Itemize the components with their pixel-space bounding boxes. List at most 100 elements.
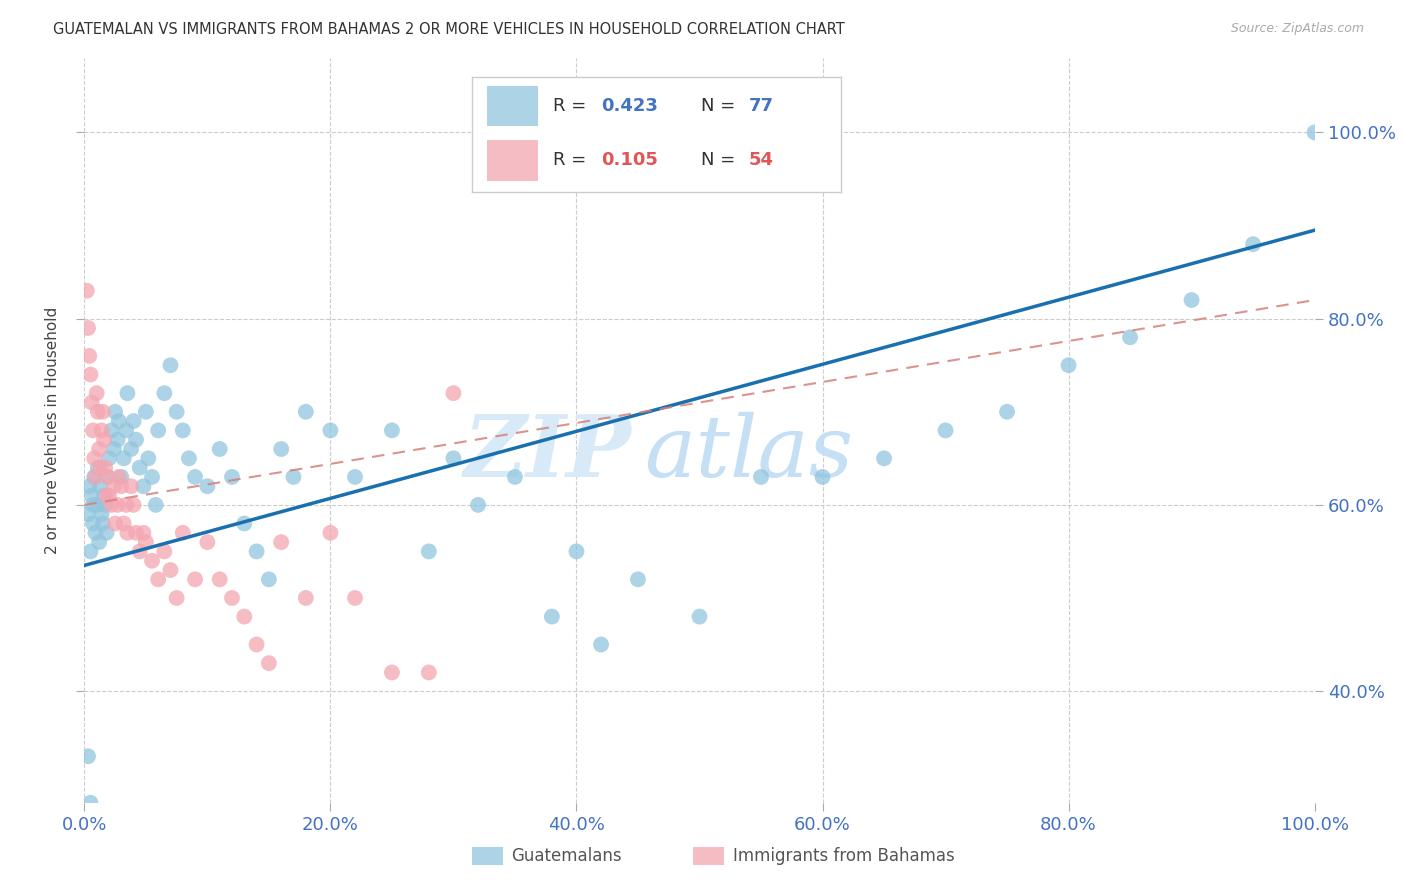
Point: [221, 591, 243, 605]
Point: [184, 573, 207, 587]
Point: [103, 442, 125, 456]
Point: [122, 414, 145, 428]
Point: [79, 796, 101, 810]
Point: [166, 405, 188, 419]
Point: [197, 535, 219, 549]
Point: [96, 525, 118, 540]
Point: [145, 498, 167, 512]
Point: [1119, 330, 1142, 344]
Point: [270, 535, 292, 549]
Point: [233, 609, 256, 624]
Point: [418, 544, 440, 558]
Point: [344, 470, 367, 484]
Point: [91, 405, 114, 419]
Text: atlas: atlas: [644, 411, 853, 494]
Point: [166, 591, 188, 605]
Point: [98, 451, 120, 466]
Point: [93, 489, 115, 503]
Point: [96, 489, 118, 503]
Point: [125, 525, 148, 540]
Point: [87, 442, 111, 456]
Point: [1241, 237, 1264, 252]
Point: [84, 525, 107, 540]
Point: [79, 349, 101, 363]
Point: [100, 423, 122, 437]
Point: [117, 525, 139, 540]
Point: [103, 479, 125, 493]
Point: [77, 321, 100, 335]
Point: [319, 423, 342, 437]
Point: [100, 498, 122, 512]
Point: [84, 470, 107, 484]
Point: [319, 525, 342, 540]
Text: Guatemalans: Guatemalans: [512, 847, 621, 865]
Point: [257, 573, 280, 587]
Point: [1057, 358, 1080, 372]
Point: [295, 591, 318, 605]
Point: [107, 498, 129, 512]
Bar: [472, 847, 503, 865]
Point: [90, 423, 112, 437]
Point: [83, 451, 105, 466]
Point: [86, 386, 108, 401]
Y-axis label: 2 or more Vehicles in Household: 2 or more Vehicles in Household: [45, 307, 60, 554]
Point: [87, 460, 110, 475]
Point: [87, 535, 111, 549]
Point: [76, 284, 98, 298]
Point: [172, 525, 194, 540]
Point: [80, 489, 103, 503]
Point: [172, 423, 194, 437]
Point: [94, 498, 117, 512]
Point: [148, 573, 170, 587]
Point: [82, 516, 104, 531]
Point: [107, 433, 129, 447]
Point: [246, 544, 269, 558]
Point: [270, 442, 292, 456]
Point: [627, 573, 650, 587]
Point: [108, 470, 131, 484]
Point: [87, 405, 110, 419]
Point: [117, 386, 139, 401]
Point: [153, 386, 176, 401]
Point: [283, 470, 305, 484]
Text: Immigrants from Bahamas: Immigrants from Bahamas: [733, 847, 955, 865]
Point: [1181, 293, 1204, 307]
Point: [749, 470, 772, 484]
Point: [138, 451, 160, 466]
Point: [689, 609, 711, 624]
Point: [132, 525, 155, 540]
Point: [141, 554, 163, 568]
Point: [110, 479, 132, 493]
Point: [443, 386, 465, 401]
Point: [97, 470, 120, 484]
Point: [591, 638, 613, 652]
Point: [77, 507, 100, 521]
Point: [89, 460, 111, 475]
Point: [86, 498, 108, 512]
Point: [467, 498, 489, 512]
Point: [128, 460, 150, 475]
Point: [122, 498, 145, 512]
Point: [115, 423, 138, 437]
Point: [541, 609, 564, 624]
Point: [177, 451, 200, 466]
Point: [135, 535, 157, 549]
Point: [208, 573, 231, 587]
Point: [197, 479, 219, 493]
Point: [135, 405, 157, 419]
Point: [153, 544, 176, 558]
Point: [418, 665, 440, 680]
Point: [935, 423, 957, 437]
Point: [89, 479, 111, 493]
Point: [82, 423, 104, 437]
Point: [995, 405, 1018, 419]
Point: [159, 563, 181, 577]
Point: [79, 479, 101, 493]
Point: [115, 498, 138, 512]
Point: [80, 395, 103, 409]
Point: [120, 442, 142, 456]
Point: [112, 516, 135, 531]
Point: [381, 665, 404, 680]
Point: [128, 544, 150, 558]
Point: [503, 470, 526, 484]
